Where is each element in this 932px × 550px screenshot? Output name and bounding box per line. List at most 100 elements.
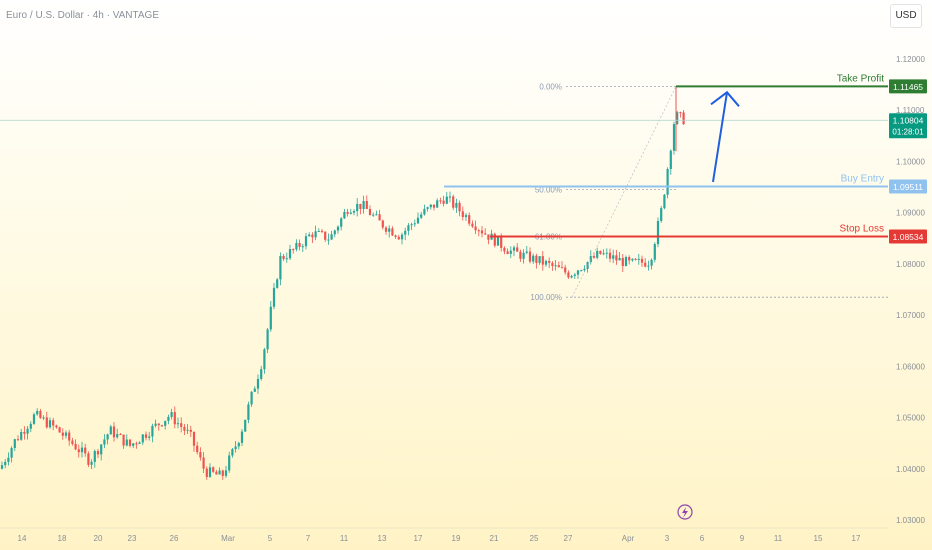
candle-body xyxy=(586,261,589,269)
candle-body xyxy=(192,431,196,446)
level-name: Stop Loss xyxy=(840,224,884,235)
candle-body xyxy=(340,218,343,227)
candle-body xyxy=(663,194,666,209)
candle-body xyxy=(314,231,317,238)
candle-body xyxy=(164,420,167,426)
level-price-tag xyxy=(889,179,927,194)
candle-body xyxy=(359,203,362,210)
candle-body xyxy=(48,420,52,428)
candle-body xyxy=(432,204,436,208)
candle-body xyxy=(391,228,394,236)
level-price-tag xyxy=(889,229,927,244)
candle-body xyxy=(538,256,541,263)
candle-body xyxy=(327,239,330,241)
candle-body xyxy=(471,223,474,227)
candle-body xyxy=(362,201,365,210)
candle-body xyxy=(349,212,352,214)
candle-body xyxy=(634,258,637,260)
candle-body xyxy=(448,196,452,198)
candle-body xyxy=(301,246,304,248)
candle-body xyxy=(122,434,125,446)
countdown-label: 01:28:01 xyxy=(892,127,924,136)
candle-body xyxy=(45,417,48,428)
candle-body xyxy=(429,204,432,208)
candle-body xyxy=(189,429,192,432)
candle-body xyxy=(170,412,173,417)
x-tick-label: 15 xyxy=(814,534,823,543)
candle-body xyxy=(282,255,285,259)
candle-body xyxy=(602,253,605,255)
candle-body xyxy=(160,425,164,427)
candle-body xyxy=(26,428,29,434)
currency-button[interactable]: USD xyxy=(890,4,922,28)
target-arrow-head xyxy=(710,90,740,107)
candle-body xyxy=(74,443,77,450)
candle-body xyxy=(333,230,336,235)
candle-body xyxy=(186,429,189,431)
candle-body xyxy=(464,215,468,217)
candle-body xyxy=(624,257,628,266)
candle-body xyxy=(452,196,455,208)
level-name: Buy Entry xyxy=(841,173,884,184)
y-tick-label: 1.07000 xyxy=(896,311,925,320)
candle-body xyxy=(560,267,564,269)
candle-body xyxy=(256,378,260,389)
candle-body xyxy=(676,112,679,125)
candle-body xyxy=(58,427,61,433)
x-tick-label: 27 xyxy=(564,534,573,543)
candle-body xyxy=(637,258,640,260)
candle-body xyxy=(461,211,464,217)
candle-body xyxy=(55,425,58,428)
candle-body xyxy=(480,230,484,234)
candle-body xyxy=(148,436,151,438)
candle-body xyxy=(653,244,656,260)
candle-body xyxy=(416,217,420,224)
x-tick-label: 17 xyxy=(852,534,861,543)
level-price-label: 1.09511 xyxy=(893,182,923,192)
x-tick-label: 11 xyxy=(340,534,349,543)
candle-body xyxy=(228,455,231,471)
candle-body xyxy=(557,265,560,268)
candle-body xyxy=(640,258,644,263)
candle-body xyxy=(64,432,68,436)
candle-body xyxy=(183,426,186,431)
candle-body xyxy=(567,272,570,278)
candle-body xyxy=(628,257,631,261)
candle-body xyxy=(173,412,176,425)
x-tick-label: 19 xyxy=(452,534,461,543)
candle-body xyxy=(532,255,535,262)
symbol-title: Euro / U.S. Dollar · 4h · VANTAGE xyxy=(6,10,160,21)
candle-body xyxy=(4,461,7,466)
candle-body xyxy=(221,470,224,476)
candle-body xyxy=(356,203,359,212)
candle-body xyxy=(612,255,615,259)
candle-body xyxy=(372,214,375,216)
candle-body xyxy=(407,225,410,231)
candle-body xyxy=(202,457,205,469)
x-tick-label: 7 xyxy=(306,534,311,543)
level-price-label: 1.08534 xyxy=(893,232,924,242)
x-tick-label: 17 xyxy=(414,534,423,543)
candle-body xyxy=(106,434,109,440)
candle-body xyxy=(644,262,647,267)
candle-body xyxy=(589,256,592,262)
candle-body xyxy=(397,236,400,240)
candle-body xyxy=(500,236,503,248)
candle-body xyxy=(16,439,20,441)
candle-body xyxy=(42,417,45,419)
x-tick-label: 25 xyxy=(530,534,539,543)
candle-body xyxy=(378,214,381,221)
candle-body xyxy=(506,251,509,254)
y-tick-label: 1.04000 xyxy=(896,465,925,474)
candle-body xyxy=(144,434,148,438)
fib-level-label: 0.00% xyxy=(539,82,562,91)
candle-body xyxy=(509,250,512,254)
last-price-tag xyxy=(889,113,927,139)
candle-body xyxy=(116,434,119,438)
candle-body xyxy=(496,236,500,246)
candle-body xyxy=(455,202,458,208)
x-tick-label: 9 xyxy=(740,534,745,543)
candle-body xyxy=(237,442,240,447)
x-tick-label: 18 xyxy=(58,534,67,543)
